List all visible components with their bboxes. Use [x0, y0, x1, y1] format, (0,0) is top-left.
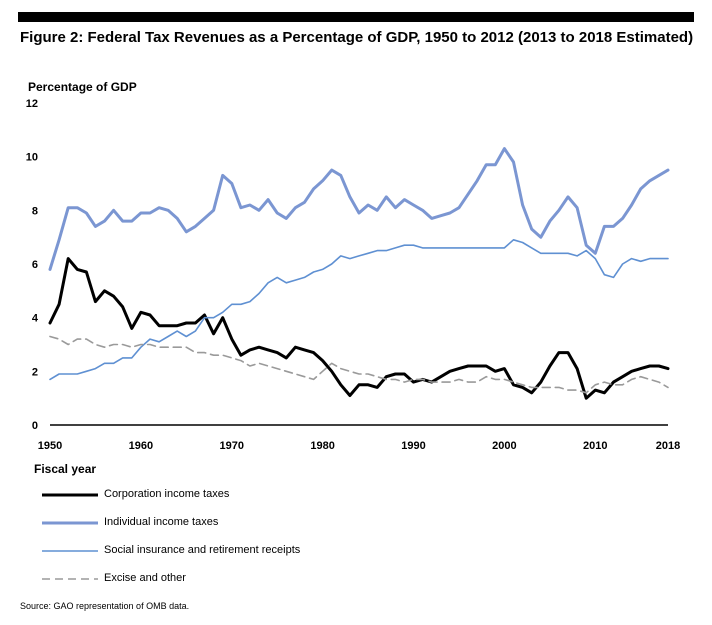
y-tick-label: 12 [26, 98, 38, 110]
y-tick-label: 4 [32, 313, 39, 325]
y-axis-label: Percentage of GDP [28, 80, 137, 94]
legend-swatch-individual [42, 521, 98, 525]
figure-title: Figure 2: Federal Tax Revenues as a Perc… [20, 29, 694, 46]
y-tick-label: 8 [32, 205, 38, 217]
source-note: Source: GAO representation of OMB data. [20, 601, 190, 611]
x-tick-label: 1990 [401, 440, 425, 452]
series-line-social-insurance-and-retirement-receipts [49, 239, 669, 381]
x-axis-label: Fiscal year [34, 462, 97, 476]
legend-label: Individual income taxes [104, 516, 219, 528]
x-tick-label: 2010 [583, 440, 607, 452]
legend-label: Corporation income taxes [104, 488, 230, 500]
x-tick-label: 2018 [656, 440, 680, 452]
x-tick-label: 1980 [310, 440, 334, 452]
legend-swatch-social-insurance [42, 550, 98, 552]
legend-swatch-excise [42, 578, 98, 580]
chart-tick-labels: 0 2 4 6 8 10 12 1950 1960 1970 1980 1990 2000 2010 201… [26, 98, 680, 452]
series-line-individual-income-taxes [48, 147, 670, 271]
x-tick-label: 2000 [492, 440, 516, 452]
legend-label: Social insurance and retirement receipts [104, 544, 301, 556]
y-tick-label: 2 [32, 366, 38, 378]
x-tick-label: 1960 [129, 440, 153, 452]
chart-series [48, 147, 670, 400]
legend-label: Excise and other [104, 572, 186, 584]
x-tick-label: 1950 [38, 440, 62, 452]
y-tick-label: 10 [26, 152, 38, 164]
x-tick-label: 1970 [220, 440, 244, 452]
title-bar-rule [18, 12, 694, 22]
series-line-corporation-income-taxes [48, 257, 670, 400]
legend-swatch-corporation [42, 493, 98, 497]
y-tick-label: 0 [32, 420, 38, 432]
y-tick-label: 6 [32, 259, 38, 271]
series-line-excise-and-other [49, 335, 669, 394]
line-chart: 0 2 4 6 8 10 12 1950 1960 1970 1980 1990 2000 2010 201… [26, 98, 680, 452]
